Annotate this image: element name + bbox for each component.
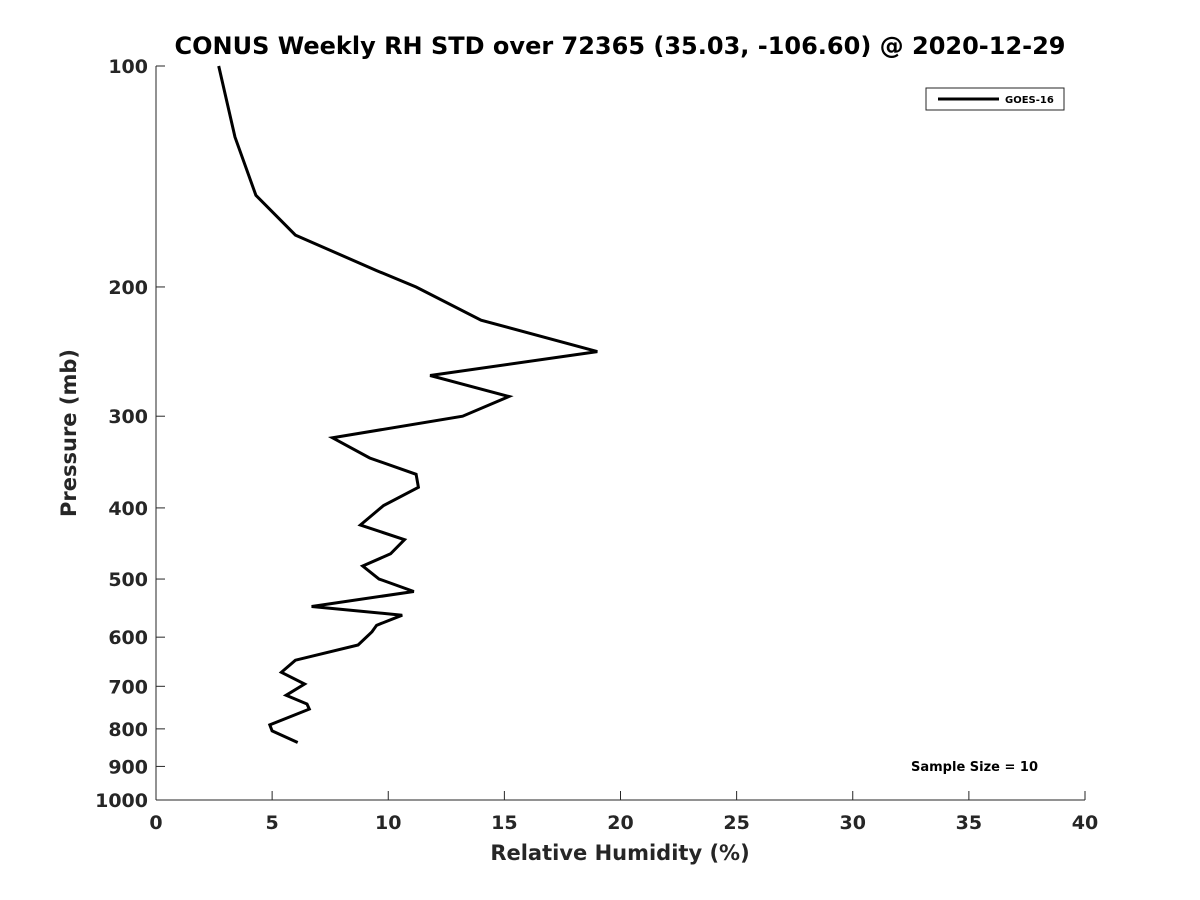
x-tick-label: 15 [491, 812, 517, 834]
y-tick-label: 1000 [95, 790, 148, 812]
legend: GOES-16 [925, 87, 1065, 111]
x-tick-label: 0 [149, 812, 162, 834]
y-tick-label: 400 [108, 498, 148, 520]
y-tick-label: 300 [108, 406, 148, 428]
y-tick-label: 700 [108, 676, 148, 698]
y-axis-label: Pressure (mb) [57, 349, 81, 517]
y-axis-ticks: 100 200 300 400 500 600 700 800 900 1000 [95, 56, 165, 812]
y-tick-label: 200 [108, 277, 148, 299]
legend-label-goes-16: GOES-16 [1005, 95, 1054, 106]
x-tick-label: 20 [607, 812, 633, 834]
chart-title: CONUS Weekly RH STD over 72365 (35.03, -… [174, 32, 1065, 60]
sample-size-annotation: Sample Size = 10 [911, 760, 1038, 775]
x-tick-label: 25 [723, 812, 749, 834]
y-tick-label: 600 [108, 627, 148, 649]
y-tick-label: 900 [108, 756, 148, 778]
y-tick-label: 100 [108, 56, 148, 78]
x-axis-label: Relative Humidity (%) [490, 841, 749, 865]
series-line-goes-16 [217, 65, 598, 744]
series-group [217, 65, 598, 744]
x-axis-ticks: 0 5 10 15 20 25 30 35 40 [149, 791, 1098, 834]
x-tick-label: 35 [956, 812, 982, 834]
y-tick-label: 500 [108, 569, 148, 591]
x-tick-label: 5 [266, 812, 279, 834]
x-tick-label: 40 [1072, 812, 1098, 834]
y-tick-label: 800 [108, 719, 148, 741]
x-tick-label: 10 [375, 812, 401, 834]
x-tick-label: 30 [840, 812, 866, 834]
